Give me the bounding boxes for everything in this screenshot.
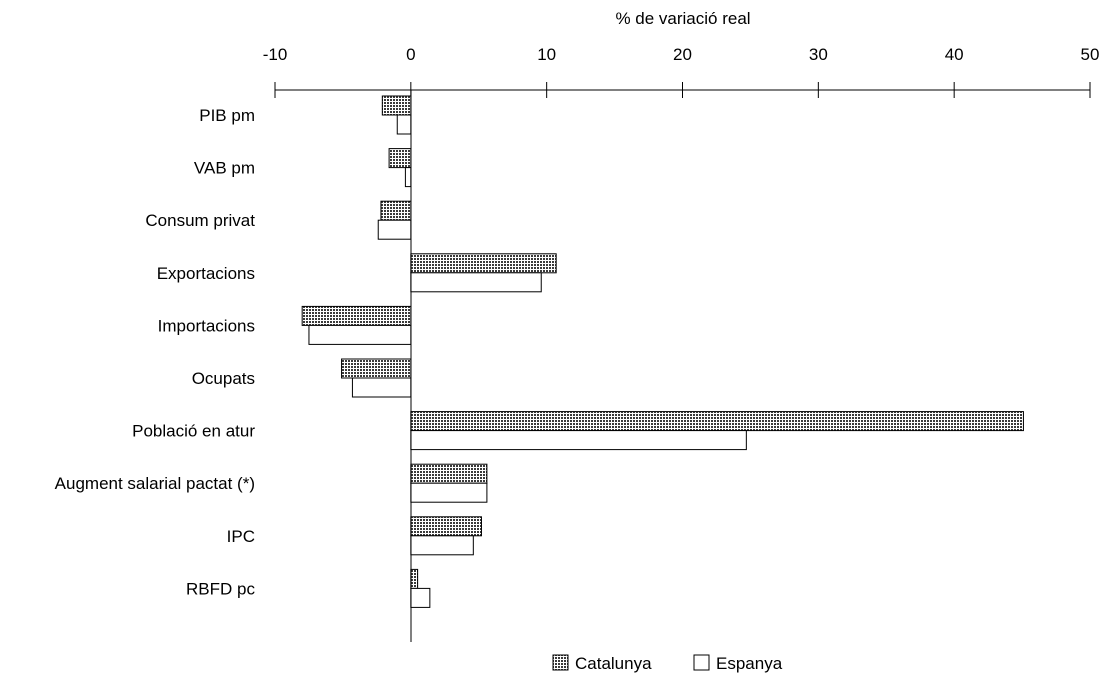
category-label: Importacions [158,316,255,335]
bar-espanya [410,430,747,451]
category-label: Ocupats [192,369,255,388]
bar-catalunya [410,411,1024,432]
bar-catalunya [301,305,412,326]
bar-espanya [308,324,412,345]
x-tick-label: 20 [673,45,692,64]
bar-catalunya [381,95,412,116]
bar-catalunya [388,148,412,169]
legend-swatch-catalunya [552,654,569,671]
x-tick-label: 0 [406,45,415,64]
x-axis-title: % de variació real [615,9,750,28]
bar-espanya [410,535,474,556]
category-label: RBFD pc [186,579,255,598]
category-label: Consum privat [145,211,255,230]
bar-catalunya [410,568,419,589]
x-tick-label: 50 [1081,45,1100,64]
bars [301,95,1024,608]
legend-label: Catalunya [575,654,652,673]
bar-catalunya [410,516,482,537]
x-tick-label: 30 [809,45,828,64]
bar-catalunya [410,253,557,274]
bar-catalunya [410,463,488,484]
bar-espanya [410,272,542,293]
bar-espanya [396,114,412,135]
category-label: Augment salarial pactat (*) [55,474,255,493]
category-label: Exportacions [157,264,255,283]
bar-espanya [410,587,431,608]
bar-catalunya [380,200,412,221]
x-axis: -10 0 10 20 30 40 50 [263,45,1100,98]
category-label: VAB pm [194,159,255,178]
bar-espanya [377,219,412,240]
legend-label: Espanya [716,654,783,673]
legend: Catalunya Espanya [552,654,783,673]
category-label: PIB pm [199,106,255,125]
x-tick-label: -10 [263,45,288,64]
legend-swatch-espanya [693,654,710,671]
category-label: IPC [227,527,255,546]
category-label: Població en atur [132,422,255,441]
bar-catalunya [341,358,412,379]
bar-espanya [404,167,412,188]
bar-espanya [351,377,412,398]
bar-espanya [410,482,488,503]
category-labels: PIB pm VAB pm Consum privat Exportacions Imp… [55,106,256,598]
x-tick-label: 40 [945,45,964,64]
x-tick-label: 10 [537,45,556,64]
